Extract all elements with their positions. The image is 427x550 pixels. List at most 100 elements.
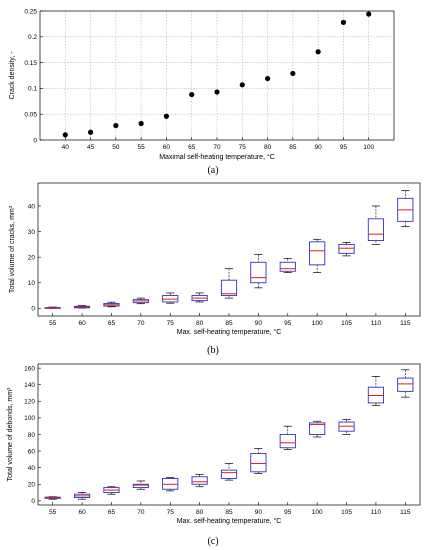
x-tick-label: 70 <box>137 509 145 516</box>
y-tick-label: 0 <box>31 498 35 505</box>
x-tick-label: 90 <box>255 509 263 516</box>
x-tick-label: 45 <box>87 144 95 151</box>
y-tick-label: 0 <box>31 306 35 313</box>
x-axis-label: Max. self-heating temperature, °C <box>177 517 282 525</box>
data-point <box>113 122 119 129</box>
x-axis-label: Max. self-heating temperature, °C <box>177 328 282 336</box>
x-tick-label: 80 <box>196 509 204 516</box>
data-point <box>290 70 296 77</box>
y-tick-label: 40 <box>28 465 36 472</box>
data-point <box>87 129 94 135</box>
x-tick-label: 75 <box>167 320 175 327</box>
box-iqr <box>132 483 149 489</box>
x-tick-label: 115 <box>400 320 411 327</box>
x-tick-label: 50 <box>112 144 120 151</box>
x-tick-label: 85 <box>225 509 233 516</box>
y-axis-label: Crack density, - <box>9 51 16 100</box>
x-tick-label: 105 <box>341 509 352 516</box>
x-tick-label: 95 <box>340 144 348 151</box>
x-tick-label: 90 <box>315 144 323 151</box>
x-tick-label: 60 <box>78 509 86 516</box>
x-tick-label: 80 <box>196 320 204 327</box>
x-tick-label: 100 <box>312 509 323 516</box>
x-tick-label: 70 <box>137 320 145 327</box>
x-tick-label: 60 <box>78 320 86 327</box>
box-iqr <box>250 261 267 284</box>
chart-a-crack-density: 0 0.05 0.1 0.15 0.2 0.25 40 45 50 55 60 65 70 75 80 85 9… <box>9 8 395 161</box>
y-tick-label: 0.05 <box>24 112 37 119</box>
x-axis-label: Maximal self-heating temperature, °C <box>159 153 275 161</box>
box-iqr <box>250 453 267 473</box>
data-point <box>366 11 372 17</box>
y-tick-label: 0.25 <box>24 8 37 15</box>
x-tick-label: 110 <box>371 320 382 327</box>
y-tick-label: 30 <box>28 229 36 236</box>
x-tick-label: 65 <box>108 320 116 327</box>
y-tick-label: 0.1 <box>28 86 37 93</box>
data-point <box>264 75 271 82</box>
x-tick-label: 85 <box>289 144 297 151</box>
box-iqr <box>279 261 296 272</box>
box-iqr <box>220 279 238 296</box>
plot-frame <box>39 10 395 141</box>
y-tick-label: 160 <box>24 365 35 372</box>
x-tick-label: 80 <box>264 144 272 151</box>
x-tick-label: 65 <box>108 509 116 516</box>
caption-b: (b) <box>207 345 219 356</box>
data-point <box>315 49 321 55</box>
y-tick-label: 60 <box>28 448 36 455</box>
chart-b-crack-volume: 0 10 20 30 40 55 60 65 70 75 80 85 90 95 100 105 110 115 M… <box>9 182 421 336</box>
y-tick-label: 20 <box>28 482 36 489</box>
box-iqr <box>397 377 414 392</box>
box-iqr <box>191 476 208 485</box>
x-tick-label: 60 <box>163 144 171 151</box>
x-tick-label: 100 <box>363 144 374 151</box>
data-point <box>189 91 195 98</box>
x-tick-label: 95 <box>284 320 292 327</box>
plot-frame <box>37 363 421 506</box>
data-point <box>239 82 245 88</box>
box-iqr <box>309 241 326 266</box>
x-tick-label: 95 <box>284 509 292 516</box>
chart-c-debond-volume: 0 20 40 60 80 100 120 140 160 55 60 65 70 75 80 85 90 95 1… <box>7 363 421 525</box>
y-axis-label: Total volume of debonds, mm³ <box>7 387 14 481</box>
x-tick-label: 65 <box>188 144 196 151</box>
y-tick-label: 140 <box>24 382 35 389</box>
box-iqr <box>367 218 385 241</box>
y-tick-label: 0.15 <box>24 60 37 67</box>
x-tick-label: 40 <box>62 144 70 151</box>
x-tick-label: 110 <box>371 509 382 516</box>
caption-a: (a) <box>207 165 218 176</box>
data-point <box>340 19 347 25</box>
data-point <box>138 120 144 127</box>
y-tick-label: 100 <box>24 415 35 422</box>
x-tick-label: 70 <box>213 144 221 151</box>
box-iqr <box>309 422 326 435</box>
y-tick-label: 10 <box>28 280 36 287</box>
box-iqr <box>220 469 238 479</box>
x-tick-label: 100 <box>312 320 323 327</box>
x-tick-label: 115 <box>400 509 411 516</box>
x-tick-label: 75 <box>239 144 247 151</box>
y-tick-label: 20 <box>28 254 36 261</box>
y-axis-label: Total volume of cracks, mm³ <box>9 205 16 293</box>
x-tick-label: 85 <box>225 320 233 327</box>
x-tick-label: 55 <box>138 144 146 151</box>
y-tick-label: 120 <box>24 399 35 406</box>
y-tick-label: 0.2 <box>28 34 37 41</box>
data-point <box>214 89 220 95</box>
x-tick-label: 90 <box>255 320 263 327</box>
box-iqr <box>279 434 296 449</box>
y-tick-label: 0 <box>33 137 37 144</box>
data-point <box>163 113 170 119</box>
y-tick-label: 40 <box>28 203 36 210</box>
caption-c: (c) <box>207 536 218 547</box>
x-tick-label: 105 <box>341 320 352 327</box>
x-tick-label: 75 <box>167 509 175 516</box>
x-tick-label: 55 <box>49 320 57 327</box>
y-tick-label: 80 <box>28 432 36 439</box>
data-point <box>62 132 68 138</box>
box-iqr <box>338 243 355 254</box>
x-tick-label: 55 <box>49 509 57 516</box>
